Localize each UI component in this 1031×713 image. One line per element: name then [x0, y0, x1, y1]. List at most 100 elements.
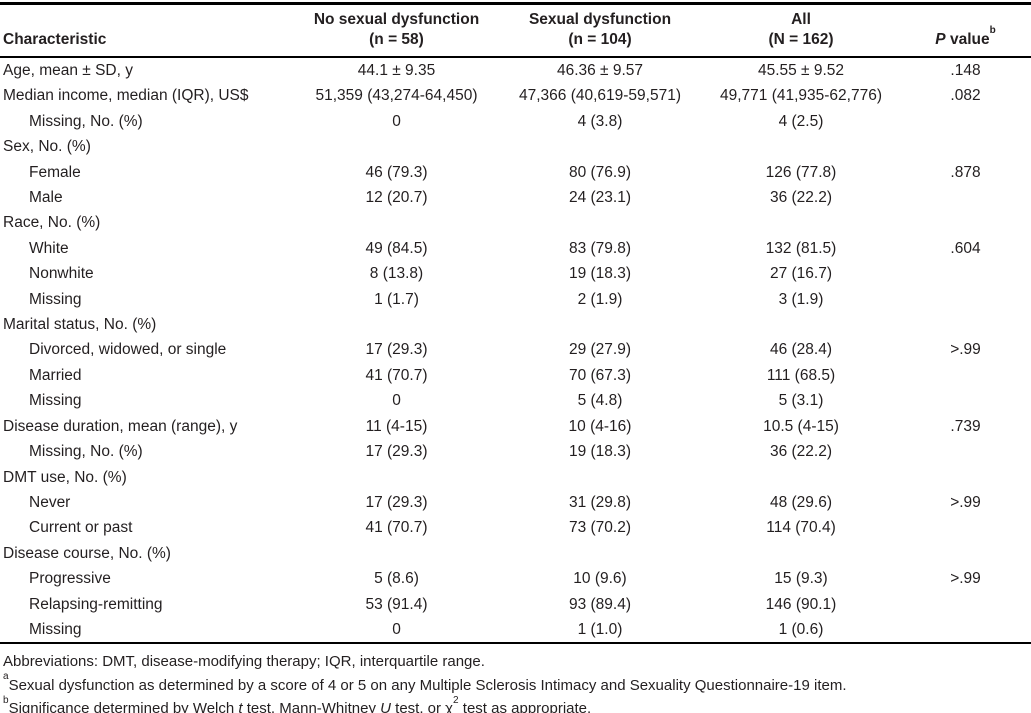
footnote-text: Significance determined by Welch [8, 700, 239, 713]
cell-value: 49 (84.5) [365, 239, 428, 257]
chi-squared-exponent: 2 [453, 694, 459, 706]
table-row: Missing, No. (%) 17 (29.3) 19 (18.3) 36 (22… [0, 439, 1031, 464]
column-header-line2: (N = 162) [768, 31, 834, 48]
cell-value: 3 (1.9) [778, 290, 824, 308]
cell-value [900, 541, 1031, 566]
table-row: Divorced, widowed, or single 17 (29.3) 29 … [0, 337, 1031, 362]
pvalue-rest: value [945, 31, 990, 48]
row-label: DMT use, No. (%) [3, 468, 127, 486]
cell-value [900, 185, 1031, 210]
cell-value: 83 (79.8) [568, 239, 632, 257]
cell-value [900, 616, 1031, 645]
cell-value: 46.36 ± 9.57 [556, 62, 644, 79]
row-label: Sex, No. (%) [3, 138, 91, 156]
cell-value [498, 312, 702, 337]
cell-value: 10.5 (4-15) [763, 417, 839, 435]
cell-value [900, 439, 1031, 464]
table-row: Disease duration, mean (range), y 11 (4-1… [0, 414, 1031, 439]
cell-value: 10 (9.6) [573, 570, 627, 588]
cell-value: 31 (29.8) [568, 493, 632, 511]
cell-value [702, 541, 900, 566]
cell-value: 2 (1.9) [577, 290, 623, 308]
row-label: Male [29, 189, 63, 207]
column-header-line1: No sexual dysfunction [313, 11, 480, 28]
cell-value: 45.55 ± 9.52 [757, 62, 845, 79]
cell-value: 51,359 (43,274-64,450) [315, 87, 478, 105]
row-label: Never [29, 493, 71, 511]
cell-value: 132 (81.5) [765, 239, 837, 257]
row-label: Missing [0, 616, 295, 645]
row-label: Median income, median (IQR), US$ [3, 87, 249, 105]
cell-value: .739 [950, 417, 981, 435]
cell-value: >.99 [950, 341, 981, 359]
cell-value [900, 134, 1031, 159]
table-row: Missing 0 5 (4.8) 5 (3.1) [0, 388, 1031, 413]
cell-value: 4 (2.5) [778, 112, 824, 130]
cell-value: 46 (79.3) [365, 163, 428, 181]
row-label: Marital status, No. (%) [3, 316, 157, 334]
cell-value: 80 (76.9) [568, 163, 632, 181]
cell-value [498, 134, 702, 159]
table-row: Never 17 (29.3) 31 (29.8) 48 (29.6) >.99 [0, 490, 1031, 515]
cell-value [900, 465, 1031, 490]
cell-value: 0 [295, 616, 498, 645]
cell-value: 73 (70.2) [568, 519, 632, 537]
cell-value [295, 210, 498, 235]
column-header-line2: (n = 104) [568, 31, 632, 48]
footnote-text: test, Mann-Whitney [242, 700, 381, 713]
column-header-characteristic: Characteristic [0, 3, 295, 58]
cell-value [295, 134, 498, 159]
footnote-a-marker: a [3, 671, 9, 683]
cell-value: 0 [392, 392, 401, 410]
cell-value: 29 (27.9) [568, 341, 632, 359]
table-row: Marital status, No. (%) [0, 312, 1031, 337]
cell-value [295, 541, 498, 566]
column-header-all: All (N = 162) [702, 3, 900, 58]
table-row: Disease course, No. (%) [0, 541, 1031, 566]
table-body: Age, mean ± SD, y 44.1 ± 9.35 46.36 ± 9.57… [0, 57, 1031, 645]
cell-value [900, 363, 1031, 388]
table-row: Missing 1 (1.7) 2 (1.9) 3 (1.9) [0, 287, 1031, 312]
table-footnotes: Abbreviations: DMT, disease-modifying th… [0, 644, 1031, 713]
column-header-line2: (n = 58) [369, 31, 424, 48]
cell-value: 126 (77.8) [765, 163, 837, 181]
row-label: Nonwhite [29, 265, 94, 283]
cell-value: 146 (90.1) [765, 595, 837, 613]
cell-value: 114 (70.4) [766, 519, 836, 537]
cell-value [295, 465, 498, 490]
cell-value: 36 (22.2) [769, 189, 833, 207]
cell-value [900, 210, 1031, 235]
row-label: Current or past [29, 519, 133, 537]
cell-value [900, 287, 1031, 312]
row-label: Relapsing-remitting [29, 595, 163, 613]
cell-value: 17 (29.3) [365, 443, 428, 461]
cell-value [702, 134, 900, 159]
cell-value: 17 (29.3) [365, 493, 428, 511]
footnote-b: bSignificance determined by Welch t test… [3, 694, 1031, 713]
cell-value: 4 (3.8) [577, 112, 623, 130]
cell-value: 93 (89.4) [568, 595, 632, 613]
table-row: Missing, No. (%) 0 4 (3.8) 4 (2.5) [0, 109, 1031, 134]
column-header-no-sexual-dysfunction: No sexual dysfunction (n = 58) [295, 3, 498, 58]
table-row: Median income, median (IQR), US$ 51,359 (… [0, 83, 1031, 108]
characteristics-table: Characteristic No sexual dysfunction (n … [0, 2, 1031, 645]
row-label: White [29, 239, 69, 257]
table-row: Age, mean ± SD, y 44.1 ± 9.35 46.36 ± 9.57… [0, 57, 1031, 83]
table-row: Male 12 (20.7) 24 (23.1) 36 (22.2) [0, 185, 1031, 210]
table-row: Race, No. (%) [0, 210, 1031, 235]
row-label: Missing, No. (%) [29, 112, 143, 130]
table-row: Sex, No. (%) [0, 134, 1031, 159]
cell-value: 8 (13.8) [369, 265, 424, 283]
table-row: Married 41 (70.7) 70 (67.3) 111 (68.5) [0, 363, 1031, 388]
cell-value [900, 515, 1031, 540]
footnote-abbreviations: Abbreviations: DMT, disease-modifying th… [3, 650, 1031, 674]
cell-value: .878 [950, 163, 981, 181]
cell-value: 0 [392, 112, 401, 130]
cell-value [498, 210, 702, 235]
cell-value [702, 312, 900, 337]
table-row: Current or past 41 (70.7) 73 (70.2) 114 (70… [0, 515, 1031, 540]
footnote-text: test, or χ [390, 700, 454, 713]
header-row: Characteristic No sexual dysfunction (n … [0, 3, 1031, 58]
table-row: Female 46 (79.3) 80 (76.9) 126 (77.8) .878 [0, 160, 1031, 185]
footnote-text: Sexual dysfunction as determined by a sc… [8, 676, 847, 694]
